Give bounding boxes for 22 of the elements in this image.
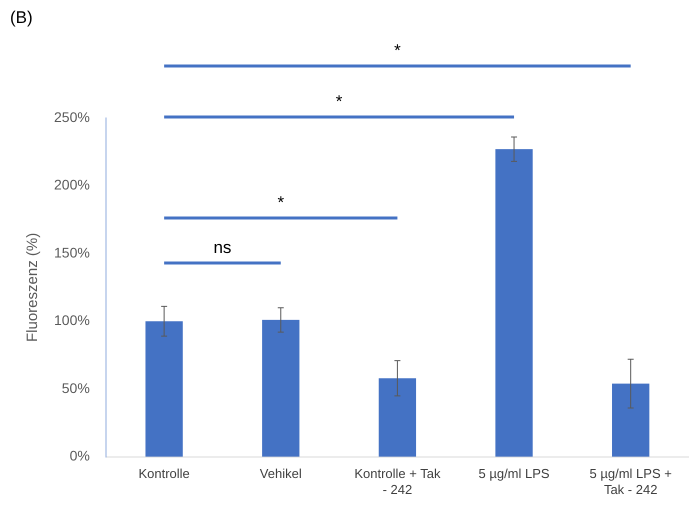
y-tick-label: 0% bbox=[70, 448, 90, 464]
y-tick-label: 200% bbox=[54, 176, 90, 193]
x-tick-label: Kontrolle + Tak - 242 bbox=[354, 466, 441, 497]
x-tick-label: 5 µg/ml LPS bbox=[478, 466, 550, 482]
bar bbox=[495, 149, 533, 457]
annotation: * bbox=[277, 193, 284, 212]
chart-title: (B) bbox=[10, 8, 33, 28]
bar bbox=[145, 321, 183, 457]
bar bbox=[612, 384, 650, 457]
bar bbox=[262, 320, 300, 457]
y-tick-label: 250% bbox=[54, 108, 90, 125]
text: * bbox=[394, 41, 402, 60]
y-tick-label: 150% bbox=[54, 244, 90, 260]
x-tick-label: Vehikel bbox=[260, 466, 302, 482]
y-axis-title: Fluoreszenz (%) bbox=[24, 232, 42, 342]
y-tick-label: 50% bbox=[62, 380, 90, 396]
x-tick-label: 5 µg/ml LPS + Tak - 242 bbox=[590, 466, 672, 497]
bar bbox=[378, 378, 416, 457]
y-tick-label: 100% bbox=[54, 312, 90, 328]
text: * bbox=[336, 92, 343, 112]
annotation: ns bbox=[213, 238, 232, 258]
x-tick-label: Kontrolle bbox=[138, 466, 190, 482]
